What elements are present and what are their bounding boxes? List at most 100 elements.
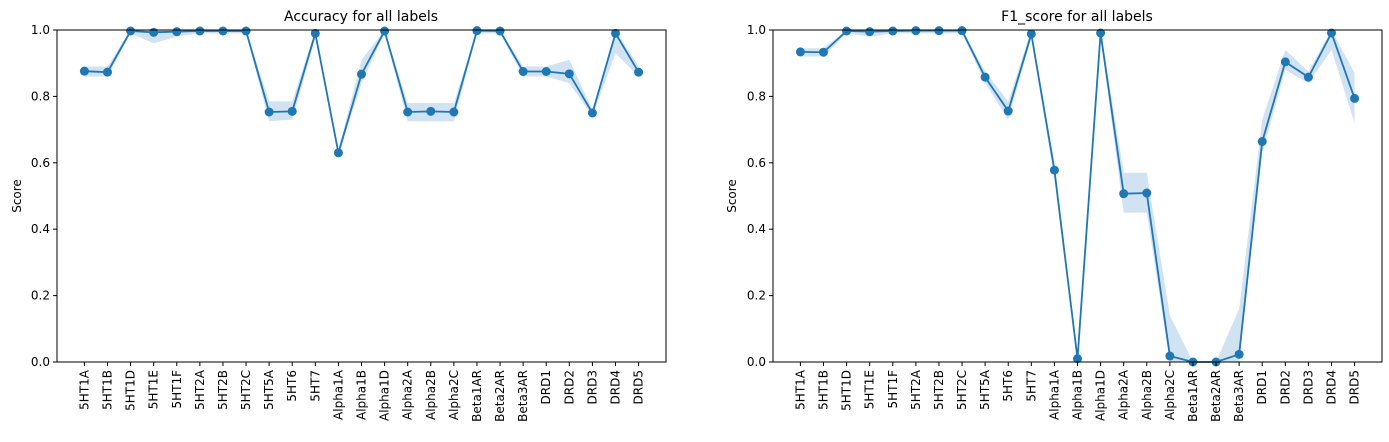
f1-score-plot-frame xyxy=(772,29,1383,363)
accuracy-point-Alpha1A xyxy=(333,148,343,158)
accuracy-y-tick-label: 0.8 xyxy=(31,89,50,103)
accuracy-point-DRD5 xyxy=(634,67,644,77)
f1-score-chart-title: F1_score for all labels xyxy=(1001,9,1153,25)
f1-score-series-line xyxy=(800,29,1356,363)
f1-score-x-tick-label: 5HT1F xyxy=(886,370,900,409)
accuracy-x-tick-label: DRD5 xyxy=(632,370,646,404)
accuracy-x-tick-label: Beta1AR xyxy=(470,370,484,422)
f1-score-x-tick-label: DRD1 xyxy=(1255,370,1269,404)
f1-score-x-tick-label: Alpha1A xyxy=(1047,369,1061,420)
f1-score-x-tick-label: Alpha1B xyxy=(1071,370,1085,420)
accuracy-point-5HT1F xyxy=(172,27,182,37)
f1-score-point-Beta3AR xyxy=(1234,349,1244,359)
accuracy-point-Alpha2A xyxy=(403,107,413,117)
f1-score-x-tick-label: 5HT1D xyxy=(840,370,854,411)
accuracy-point-5HT2C xyxy=(241,26,251,36)
accuracy-point-5HT1A xyxy=(79,66,89,76)
f1-score-x-tick-label: DRD2 xyxy=(1278,370,1292,404)
f1-score-point-5HT2C xyxy=(957,26,967,36)
f1-score-point-Alpha1D xyxy=(1096,28,1106,38)
accuracy-x-tick-label: Beta2AR xyxy=(493,370,507,422)
accuracy-y-tick-label: 0.4 xyxy=(31,222,50,236)
f1-score-point-5HT2A xyxy=(911,26,921,36)
f1-score-x-tick-label: Alpha2C xyxy=(1163,370,1177,420)
accuracy-x-tick-label: 5HT7 xyxy=(308,370,322,402)
f1-score-point-5HT1E xyxy=(865,27,875,37)
f1-score-x-tick-label: 5HT5A xyxy=(978,369,992,410)
accuracy-point-Alpha1B xyxy=(357,69,366,79)
accuracy-point-Beta2AR xyxy=(495,26,505,36)
f1-score-point-5HT5A xyxy=(980,72,990,82)
accuracy-x-tick-label: Alpha1B xyxy=(355,370,369,420)
f1-score-y-tick-label: 0.2 xyxy=(747,289,766,303)
f1-score-x-tick-label: Alpha2A xyxy=(1117,369,1131,420)
accuracy-point-Beta3AR xyxy=(518,67,528,76)
accuracy-x-tick-label: Alpha1A xyxy=(331,369,345,420)
accuracy-confidence-band xyxy=(84,30,639,157)
f1-score-point-DRD1 xyxy=(1257,137,1267,147)
f1-score-point-DRD2 xyxy=(1280,57,1290,67)
accuracy-point-Alpha2B xyxy=(426,106,436,116)
accuracy-chart: Accuracy for all labels Score 5HT1A 5HT1B… xyxy=(10,9,667,422)
f1-score-x-tick-label: 5HT2B xyxy=(932,370,946,410)
accuracy-x-tick-label: 5HT2B xyxy=(216,370,230,410)
accuracy-x-tick-label: 5HT5A xyxy=(262,369,276,410)
f1-score-point-5HT7 xyxy=(1026,29,1036,39)
accuracy-x-tick-label: DRD3 xyxy=(585,370,599,404)
f1-score-point-Alpha2C xyxy=(1165,351,1175,361)
accuracy-x-tick-label: DRD4 xyxy=(609,370,623,404)
f1-score-x-tick-label: 5HT7 xyxy=(1024,370,1038,402)
f1-score-y-tick-label: 0.8 xyxy=(747,89,766,103)
accuracy-x-tick-label: 5HT1B xyxy=(101,370,115,410)
accuracy-x-tick-label: 5HT6 xyxy=(285,370,299,402)
f1-score-point-5HT1D xyxy=(842,26,852,36)
f1-score-point-Alpha2A xyxy=(1119,189,1129,199)
f1-score-x-tick-label: Beta2AR xyxy=(1209,370,1223,422)
accuracy-point-Beta1AR xyxy=(472,26,482,36)
accuracy-point-5HT1E xyxy=(149,27,159,37)
f1-score-point-5HT6 xyxy=(1003,106,1013,116)
accuracy-point-DRD3 xyxy=(587,108,597,118)
f1-score-x-tick-label: 5HT2C xyxy=(955,370,969,410)
accuracy-point-5HT6 xyxy=(287,106,297,116)
f1-score-point-5HT1B xyxy=(819,47,828,57)
f1-score-y-tick-label: 0.0 xyxy=(747,355,766,369)
accuracy-series-line xyxy=(84,28,640,154)
accuracy-y-tick-label: 0.0 xyxy=(31,355,50,369)
accuracy-point-5HT2A xyxy=(195,26,205,36)
f1-score-point-DRD4 xyxy=(1327,28,1336,38)
accuracy-point-5HT5A xyxy=(264,107,274,117)
f1-score-y-tick-label: 1.0 xyxy=(747,23,766,37)
accuracy-point-5HT1B xyxy=(103,67,112,77)
f1-score-point-5HT1F xyxy=(888,26,898,36)
f1-score-x-tick-label: 5HT6 xyxy=(1001,370,1015,402)
accuracy-point-5HT7 xyxy=(310,28,320,38)
accuracy-y-tick-label: 0.6 xyxy=(31,156,50,170)
accuracy-y-tick-label: 0.2 xyxy=(31,289,50,303)
f1-score-point-Alpha1B xyxy=(1073,354,1082,364)
f1-score-x-tick-label: 5HT1B xyxy=(817,370,831,410)
accuracy-y-axis-label: Score xyxy=(10,179,24,213)
accuracy-x-tick-label: Alpha2B xyxy=(424,370,438,420)
f1-score-x-tick-label: Beta1AR xyxy=(1186,370,1200,422)
accuracy-x-tick-label: DRD2 xyxy=(562,370,576,404)
f1-score-chart: F1_score for all labels Score 5HT1A 5HT1B… xyxy=(725,9,1383,422)
accuracy-chart-title: Accuracy for all labels xyxy=(284,9,438,25)
accuracy-x-tick-label: 5HT1E xyxy=(147,370,161,409)
accuracy-x-tick-label: Beta3AR xyxy=(516,370,530,422)
f1-score-point-DRD5 xyxy=(1350,93,1360,103)
accuracy-point-DRD2 xyxy=(564,69,574,79)
accuracy-y-tick-label: 1.0 xyxy=(31,23,50,37)
f1-score-x-tick-label: Alpha2B xyxy=(1140,370,1154,420)
accuracy-x-tick-label: DRD1 xyxy=(539,370,553,404)
accuracy-x-tick-label: Alpha2C xyxy=(447,370,461,420)
accuracy-x-tick-label: 5HT1F xyxy=(170,370,184,409)
accuracy-point-5HT1D xyxy=(126,26,136,36)
f1-score-y-tick-label: 0.4 xyxy=(747,222,766,236)
accuracy-x-tick-label: 5HT2C xyxy=(239,370,253,410)
f1-score-confidence-band xyxy=(800,30,1355,362)
accuracy-point-Alpha1D xyxy=(380,26,390,36)
f1-score-x-tick-label: Beta3AR xyxy=(1232,370,1246,422)
f1-score-point-Alpha2B xyxy=(1142,188,1152,198)
